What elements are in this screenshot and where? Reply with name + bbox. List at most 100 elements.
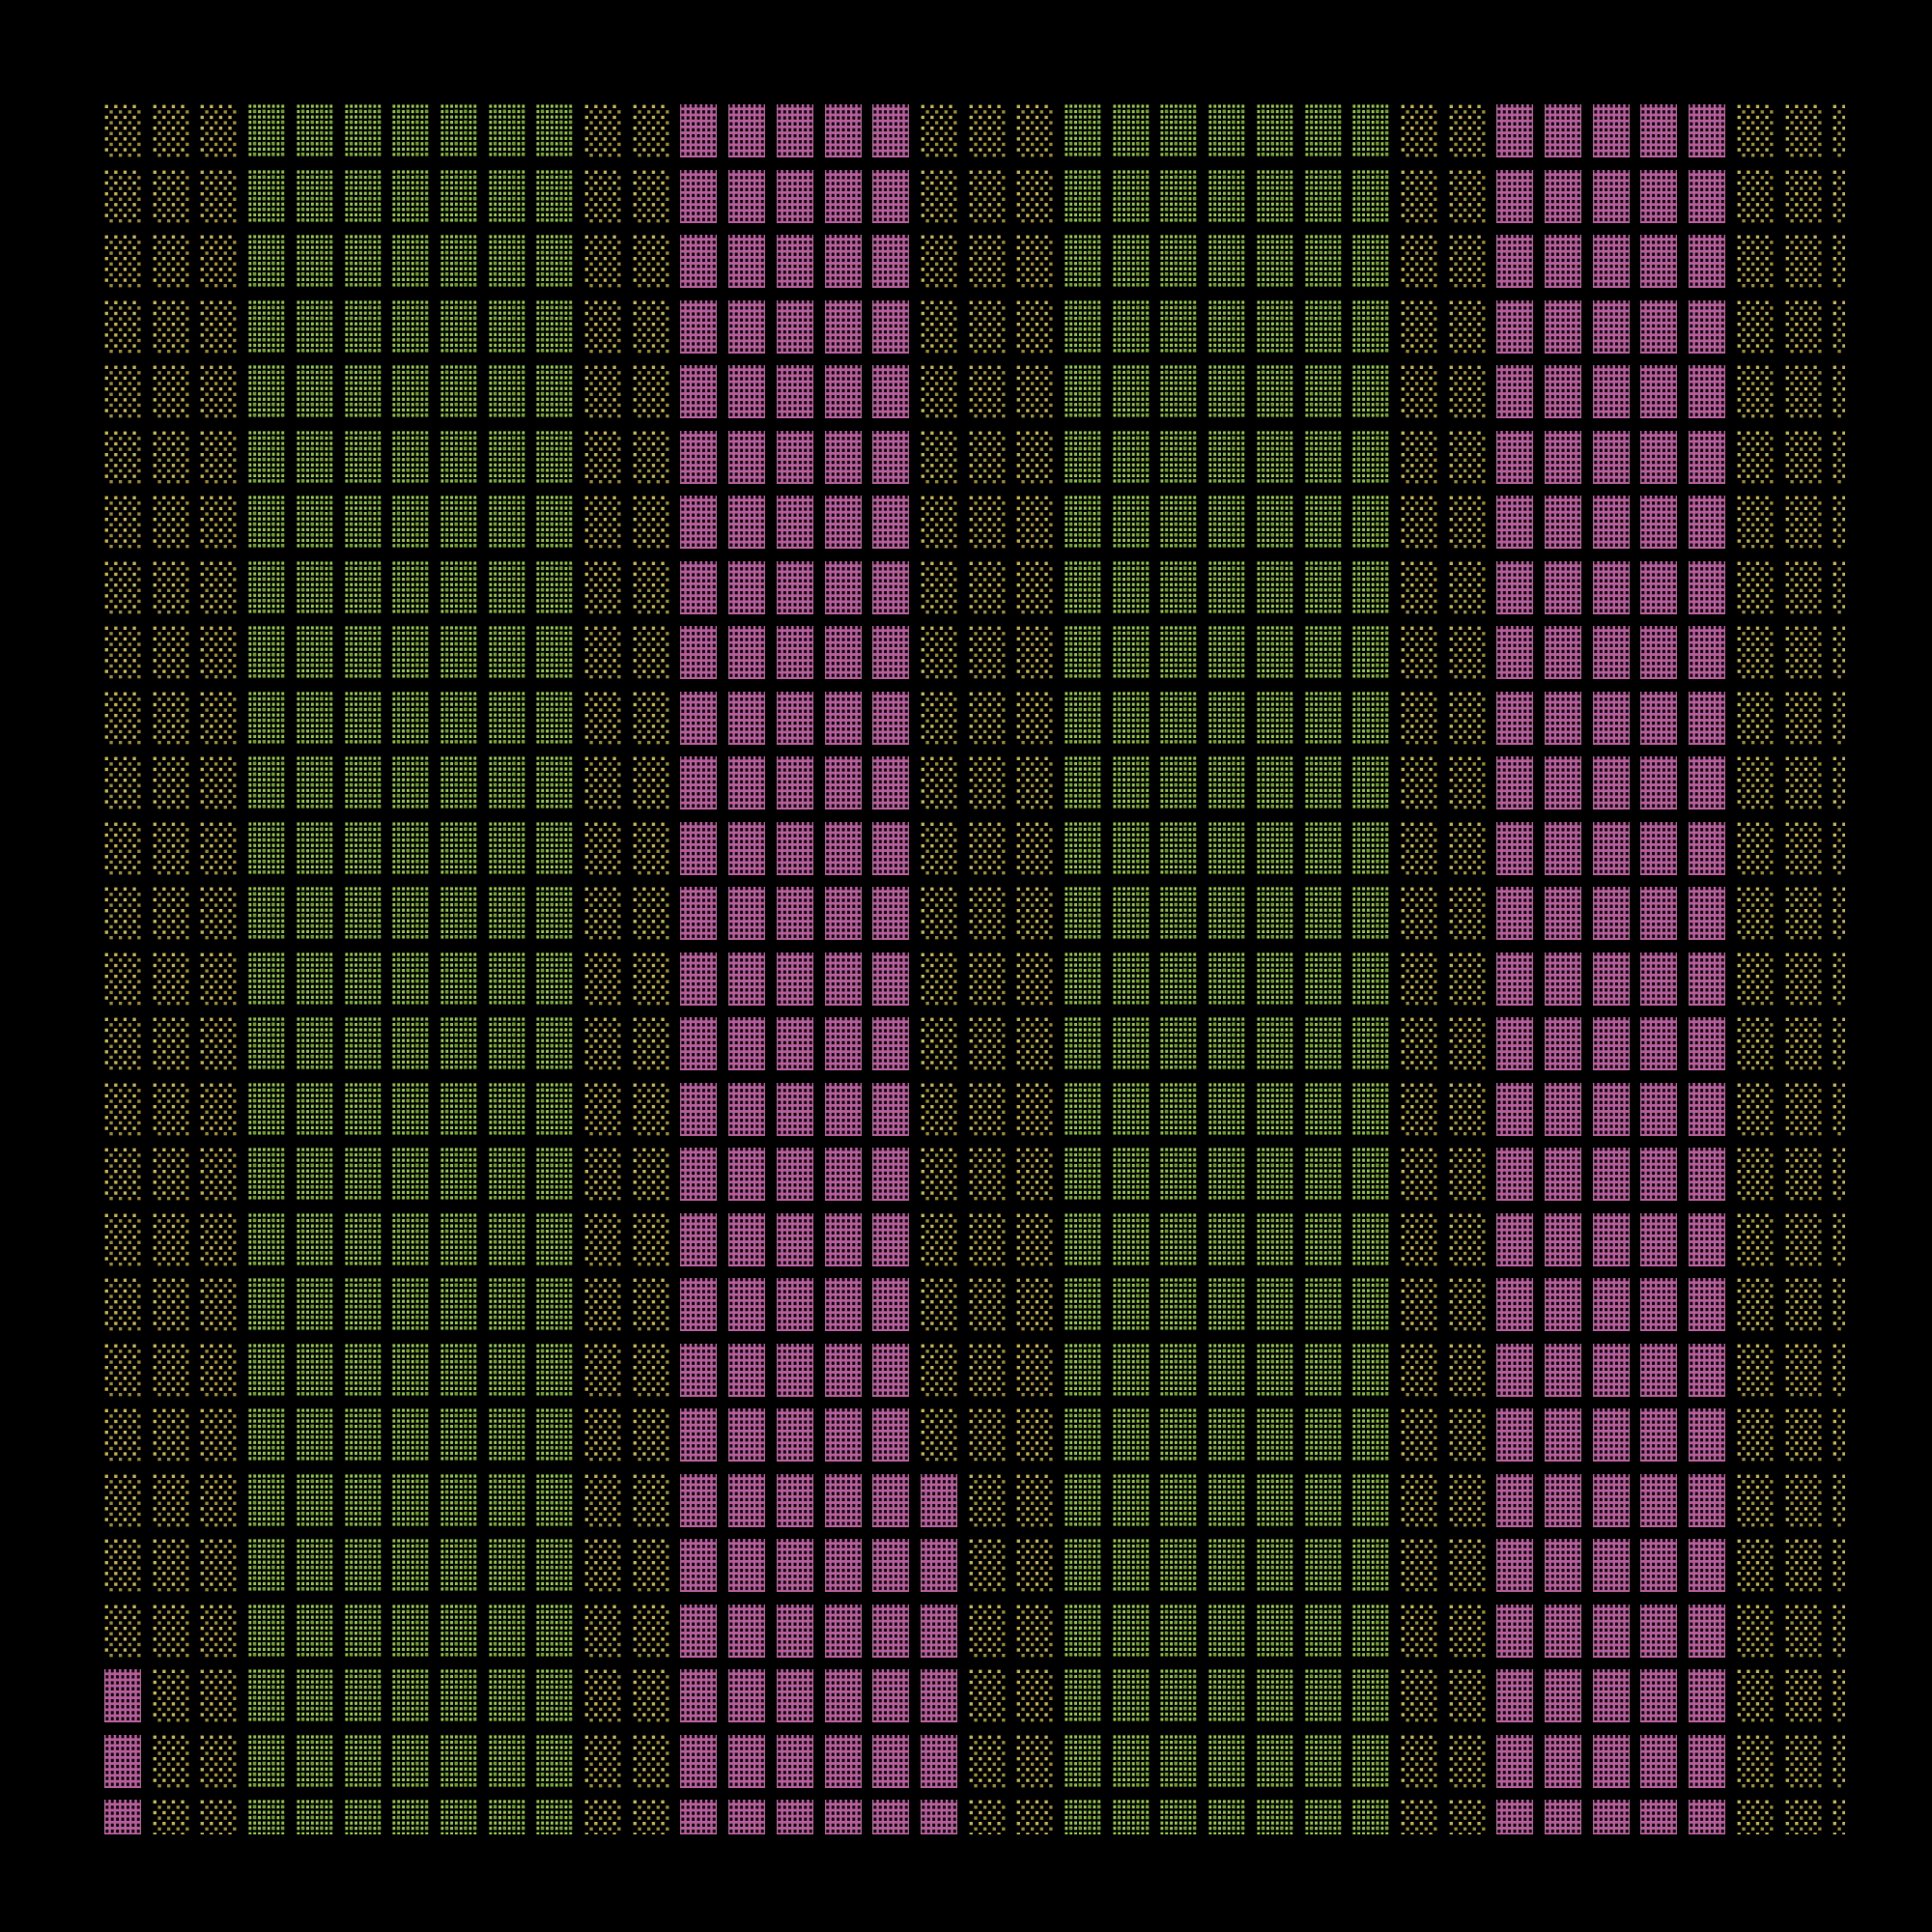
grid-cell [1784, 626, 1822, 679]
grid-cell [968, 821, 1006, 875]
grid-cell [152, 756, 189, 810]
grid-cell [632, 952, 669, 1006]
grid-cell [1496, 1473, 1534, 1527]
grid-cell [1256, 560, 1293, 614]
grid-cell [1160, 1669, 1198, 1722]
grid-cell [1016, 560, 1054, 614]
grid-cell [104, 1473, 141, 1527]
grid-cell [1545, 1082, 1581, 1136]
grid-cell [1592, 1604, 1630, 1658]
grid-cell [488, 1669, 526, 1722]
grid-cell [680, 1408, 718, 1462]
grid-cell [1833, 821, 1845, 875]
grid-cell [728, 1800, 766, 1834]
grid-cell [1208, 235, 1246, 288]
grid-cell [584, 1604, 621, 1658]
grid-cell [440, 299, 477, 354]
grid-cell [1160, 691, 1198, 745]
grid-cell [440, 169, 477, 223]
grid-cell [1112, 1343, 1150, 1397]
grid-cell [776, 169, 813, 223]
grid-cell [1592, 1408, 1630, 1462]
grid-cell [152, 1408, 189, 1462]
grid-cell [1736, 365, 1774, 418]
grid-cell [1065, 1408, 1101, 1462]
grid-cell [1352, 104, 1390, 157]
grid-cell [1400, 1800, 1437, 1834]
grid-cell [1208, 1212, 1246, 1266]
grid-cell [1400, 1669, 1437, 1722]
grid-cell [920, 169, 957, 223]
grid-cell [776, 1278, 813, 1331]
grid-cell [920, 1212, 957, 1266]
grid-cell [1689, 560, 1726, 614]
grid-cell [1065, 821, 1101, 875]
grid-cell [200, 430, 238, 484]
grid-cell [1545, 1604, 1581, 1658]
grid-cell [1256, 1734, 1293, 1788]
grid-cell [1112, 430, 1150, 484]
grid-cell [1448, 626, 1486, 679]
grid-cell [1784, 1148, 1822, 1201]
grid-cell [344, 1800, 382, 1834]
grid-cell [296, 1604, 333, 1658]
grid-cell [728, 1278, 766, 1331]
grid-cell [1784, 821, 1822, 875]
grid-cell [296, 365, 333, 418]
grid-cell [1496, 1734, 1534, 1788]
grid-cell [200, 1669, 238, 1722]
grid-cell [1256, 1669, 1293, 1722]
grid-cell [1112, 1669, 1150, 1722]
grid-cell [536, 821, 574, 875]
grid-cell [872, 1017, 910, 1070]
grid-cell [1160, 1734, 1198, 1788]
grid-cell [1208, 1473, 1246, 1527]
grid-cell [296, 1343, 333, 1397]
grid-cell [1592, 1473, 1630, 1527]
grid-cell [392, 756, 430, 810]
grid-cell [872, 1604, 910, 1658]
grid-cell [1496, 691, 1534, 745]
grid-cell [1065, 691, 1101, 745]
grid-cell [824, 496, 862, 549]
grid-cell [1016, 691, 1054, 745]
grid-cell [392, 691, 430, 745]
grid-cell [1496, 169, 1534, 223]
grid-cell [104, 1212, 141, 1266]
grid-cell [1689, 430, 1726, 484]
grid-cell [296, 1408, 333, 1462]
grid-cell [392, 821, 430, 875]
grid-cell [104, 1343, 141, 1397]
grid-cell [968, 1212, 1006, 1266]
grid-cell [344, 235, 382, 288]
grid-cell [1496, 756, 1534, 810]
grid-cell [872, 1212, 910, 1266]
grid-cell [152, 430, 189, 484]
grid-cell [1208, 952, 1246, 1006]
grid-cell [824, 430, 862, 484]
grid-cell [248, 1343, 286, 1397]
grid-cell [1592, 169, 1630, 223]
grid-cell [824, 1539, 862, 1592]
grid-cell [1304, 1734, 1342, 1788]
grid-cell [776, 1669, 813, 1722]
grid-cell [1065, 299, 1101, 354]
grid-cell [488, 1082, 526, 1136]
grid-cell [1112, 299, 1150, 354]
grid-cell [728, 1017, 766, 1070]
grid-cell [1689, 952, 1726, 1006]
grid-cell [1016, 1082, 1054, 1136]
grid-cell [1736, 1148, 1774, 1201]
grid-cell [488, 756, 526, 810]
grid-cell [152, 1473, 189, 1527]
grid-cell [1833, 1408, 1845, 1462]
grid-cell [1400, 496, 1437, 549]
grid-cell [1016, 1539, 1054, 1592]
grid-cell [536, 1408, 574, 1462]
grid-cell [1448, 887, 1486, 940]
grid-cell [1545, 1148, 1581, 1201]
grid-cell [200, 1343, 238, 1397]
grid-cell [488, 1278, 526, 1331]
grid-cell [1689, 887, 1726, 940]
grid-cell [1496, 560, 1534, 614]
